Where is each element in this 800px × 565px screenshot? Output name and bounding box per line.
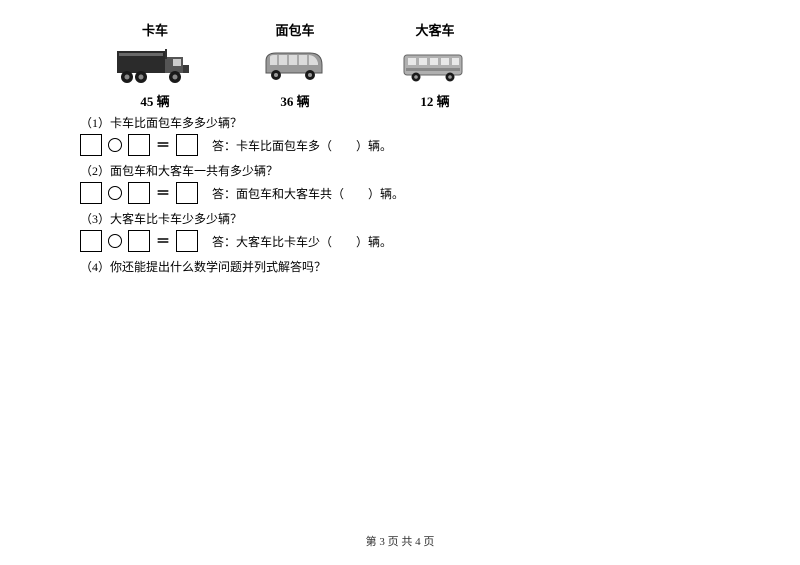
operand-box[interactable] [80, 230, 102, 252]
operator-circle[interactable] [108, 138, 122, 152]
equals-sign: ＝ [156, 231, 170, 251]
equation-row-3: ＝ 答：大客车比卡车少（ ）辆。 [80, 230, 720, 252]
result-box[interactable] [176, 182, 198, 204]
vehicle-van: 面包车 36 辆 [250, 20, 340, 110]
bus-icon [395, 43, 475, 88]
vehicle-label-bus: 大客车 [415, 20, 454, 39]
vehicle-count-truck: 45 辆 [140, 91, 169, 110]
operand-box[interactable] [128, 182, 150, 204]
vehicle-label-van: 面包车 [275, 20, 314, 39]
result-box[interactable] [176, 134, 198, 156]
van-icon [255, 43, 335, 88]
question-1: （1）卡车比面包车多多少辆？ [80, 114, 720, 131]
vehicle-label-truck: 卡车 [142, 20, 168, 39]
operand-box[interactable] [128, 134, 150, 156]
question-3: （3）大客车比卡车少多少辆？ [80, 210, 720, 227]
equals-sign: ＝ [156, 183, 170, 203]
operand-box[interactable] [80, 182, 102, 204]
vehicle-count-bus: 12 辆 [420, 91, 449, 110]
vehicle-bus: 大客车 12 辆 [390, 20, 480, 110]
vehicle-count-van: 36 辆 [280, 91, 309, 110]
equation-row-2: ＝ 答：面包车和大客车共（ ）辆。 [80, 182, 720, 204]
operand-box[interactable] [128, 230, 150, 252]
equals-sign: ＝ [156, 135, 170, 155]
operator-circle[interactable] [108, 234, 122, 248]
truck-icon [115, 43, 195, 88]
question-2: （2）面包车和大客车一共有多少辆？ [80, 162, 720, 179]
answer-text-1: 答：卡车比面包车多（ ）辆。 [212, 137, 392, 154]
operator-circle[interactable] [108, 186, 122, 200]
question-4: （4）你还能提出什么数学问题并列式解答吗？ [80, 258, 720, 275]
answer-text-3: 答：大客车比卡车少（ ）辆。 [212, 233, 392, 250]
result-box[interactable] [176, 230, 198, 252]
vehicle-truck: 卡车 45 辆 [110, 20, 200, 110]
operand-box[interactable] [80, 134, 102, 156]
vehicle-row: 卡车 45 辆 面包车 [110, 20, 720, 110]
page-footer: 第 3 页 共 4 页 [0, 533, 800, 549]
equation-row-1: ＝ 答：卡车比面包车多（ ）辆。 [80, 134, 720, 156]
answer-text-2: 答：面包车和大客车共（ ）辆。 [212, 185, 404, 202]
